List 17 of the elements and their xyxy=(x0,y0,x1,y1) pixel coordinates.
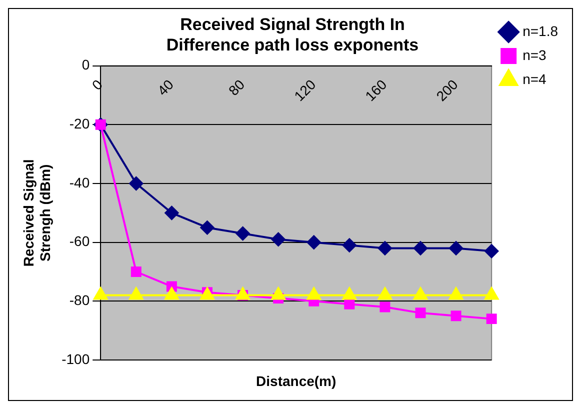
x-tick-label: 40 xyxy=(154,76,177,99)
y-tick-label: -20 xyxy=(69,116,90,132)
legend-label: n=1.8 xyxy=(522,22,558,39)
x-axis-title: Distance(m) xyxy=(256,372,336,389)
y-tick-label: -40 xyxy=(69,174,90,190)
x-tick-label: 160 xyxy=(362,76,390,104)
x-tick-label: 200 xyxy=(433,76,462,104)
y-tick-label: -80 xyxy=(69,292,90,308)
legend-label: n=3 xyxy=(522,46,547,63)
y-tick-label: -60 xyxy=(69,233,90,250)
y-tick-label: -100 xyxy=(62,350,90,367)
legend-label: n=4 xyxy=(522,70,547,87)
y-tick-label: 0 xyxy=(82,56,90,73)
x-tick-label: 80 xyxy=(225,76,248,99)
x-tick-label: 120 xyxy=(290,76,319,104)
y-axis-title: Received Signal Strengh (dBm) xyxy=(20,159,54,267)
chart-title: Received Signal Strength In Difference path loss exponents xyxy=(166,14,419,54)
